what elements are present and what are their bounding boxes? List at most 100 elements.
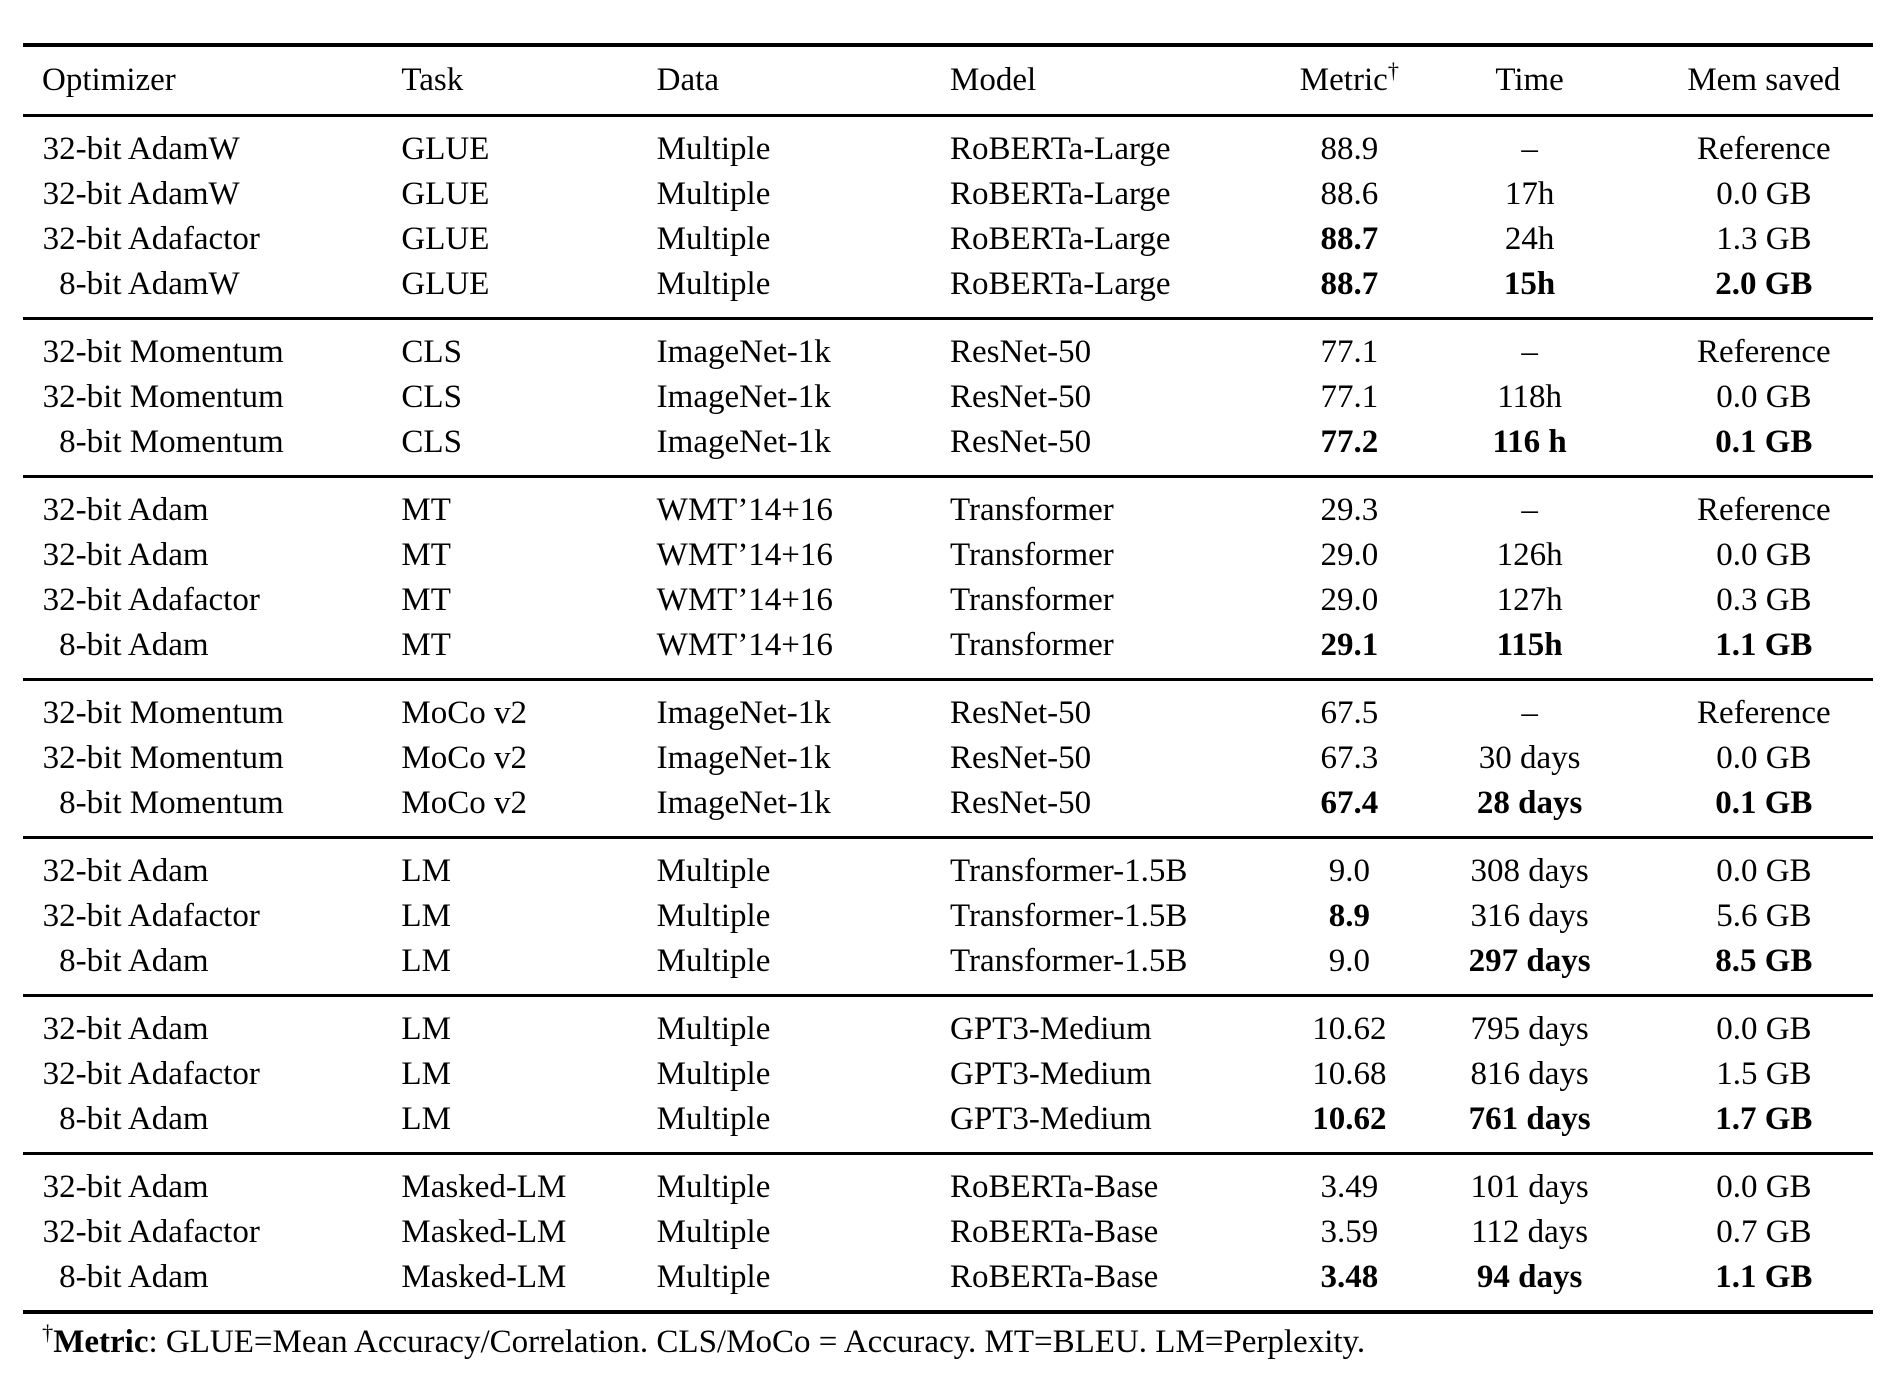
optimizer-bits: 8 — [59, 1259, 76, 1295]
cell-mem: 1.1 GB — [1715, 1259, 1813, 1295]
cell-metric: 9.0 — [1328, 943, 1371, 979]
table-header: Optimizer Task Data Model Metric† Time Mem sav… — [23, 45, 1873, 117]
cell-model: GPT3-Medium — [949, 1011, 1152, 1047]
cell-model: GPT3-Medium — [949, 1056, 1152, 1092]
cell-model: RoBERTa-Large — [949, 176, 1171, 212]
cell-mem: 0.7 GB — [1716, 1214, 1812, 1250]
cell-task: LM — [401, 1011, 451, 1047]
optimizer-bits: 32 — [42, 492, 76, 528]
cell-time: 116 h — [1492, 424, 1567, 460]
cell-task: Masked-LM — [401, 1214, 567, 1250]
cell-task: CLS — [401, 334, 462, 370]
table-row: 32-bit AdamW GLUE Multiple RoBERTa-Large 88.… — [23, 116, 1873, 173]
column-header-model: Model — [949, 45, 1295, 117]
optimizer-bits: 32 — [42, 176, 76, 212]
optimizer-bits: 32 — [42, 537, 76, 573]
table-row: 32-bit Adafactor GLUE Multiple RoBERTa-Larg… — [23, 217, 1873, 262]
cell-data: Multiple — [656, 1056, 771, 1092]
cell-optimizer: 8-bit Adam — [23, 939, 401, 996]
cell-mem: 0.0 GB — [1716, 379, 1812, 415]
cell-data: ImageNet-1k — [656, 740, 831, 776]
table-row: 8-bit Adam LM Multiple Transformer-1.5B 9.0 2… — [23, 939, 1873, 996]
table-row: 32-bit Momentum MoCo v2 ImageNet-1k ResNet-… — [23, 736, 1873, 781]
cell-metric: 88.9 — [1320, 131, 1379, 167]
cell-optimizer: 8-bit AdamW — [23, 262, 401, 319]
cell-mem: 0.3 GB — [1716, 582, 1812, 618]
cell-metric: 29.1 — [1320, 627, 1379, 663]
table-row: 32-bit Adam LM Multiple Transformer-1.5B 9.0… — [23, 838, 1873, 895]
cell-task: LM — [401, 1101, 451, 1137]
table-row: 8-bit Momentum CLS ImageNet-1k ResNet-50 77.… — [23, 420, 1873, 477]
optimizer-bits: 32 — [42, 582, 76, 618]
table-row: 32-bit Adam MT WMT’14+16 Transformer 29.3 – Re… — [23, 477, 1873, 534]
column-header-task: Task — [401, 45, 657, 117]
table-row: 8-bit Adam Masked-LM Multiple RoBERTa-Base 3… — [23, 1255, 1873, 1312]
cell-mem: 1.5 GB — [1716, 1056, 1812, 1092]
cell-time: – — [1521, 131, 1538, 167]
cell-data: Multiple — [656, 131, 771, 167]
cell-mem: 0.0 GB — [1716, 1169, 1812, 1205]
cell-time: 112 days — [1471, 1214, 1589, 1250]
table-row: 32-bit AdamW GLUE Multiple RoBERTa-Large 88.… — [23, 172, 1873, 217]
row-group-2: 32-bit Momentum CLS ImageNet-1k ResNet-50 77… — [23, 318, 1873, 477]
header-row: Optimizer Task Data Model Metric† Time Mem sav… — [23, 45, 1873, 117]
cell-optimizer: 32-bit AdamW — [42, 131, 240, 167]
cell-optimizer: 32-bit Adam — [42, 537, 209, 573]
dagger-mark: † — [42, 1320, 54, 1345]
cell-mem: 5.6 GB — [1716, 898, 1812, 934]
cell-metric: 88.7 — [1320, 221, 1379, 257]
table-row: 32-bit Momentum MoCo v2 ImageNet-1k ResNet-… — [23, 680, 1873, 737]
table-row: 32-bit Momentum CLS ImageNet-1k ResNet-50 77… — [23, 375, 1873, 420]
cell-data: Multiple — [656, 853, 771, 889]
cell-task: GLUE — [401, 176, 490, 212]
cell-task: LM — [401, 1056, 451, 1092]
cell-metric: 67.5 — [1320, 695, 1379, 731]
column-header-optimizer: Optimizer — [23, 45, 402, 117]
table-row: 8-bit Adam LM Multiple GPT3-Medium 10.62 761 … — [23, 1097, 1873, 1154]
cell-time: 118h — [1497, 379, 1562, 415]
cell-time: 101 days — [1470, 1169, 1589, 1205]
optimizer-bits: 32 — [42, 898, 76, 934]
row-group-3: 32-bit Adam MT WMT’14+16 Transformer 29.3 – Re… — [23, 476, 1873, 680]
cell-optimizer: 32-bit Momentum — [42, 379, 284, 415]
cell-mem: 0.1 GB — [1715, 785, 1813, 821]
cell-model: ResNet-50 — [949, 424, 1092, 460]
cell-time: 24h — [1504, 221, 1555, 257]
table-row: 32-bit Momentum CLS ImageNet-1k ResNet-50 77… — [23, 319, 1873, 376]
cell-time: 30 days — [1478, 740, 1581, 776]
cell-task: MoCo v2 — [401, 695, 528, 731]
cell-mem: 0.0 GB — [1716, 1011, 1812, 1047]
cell-metric: 77.1 — [1320, 379, 1379, 415]
optimizer-bits: 32 — [42, 1011, 76, 1047]
cell-model: RoBERTa-Base — [949, 1169, 1159, 1205]
cell-task: LM — [401, 898, 451, 934]
cell-mem: Reference — [1696, 334, 1831, 370]
cell-data: WMT’14+16 — [656, 627, 833, 663]
optimizer-bits: 8 — [59, 943, 76, 979]
cell-mem: 8.5 GB — [1715, 943, 1813, 979]
cell-time: 28 days — [1476, 785, 1583, 821]
cell-metric: 3.48 — [1320, 1259, 1379, 1295]
optimizer-bits: 32 — [42, 695, 76, 731]
cell-time: 115h — [1496, 627, 1563, 663]
column-header-data: Data — [656, 45, 950, 117]
cell-model: RoBERTa-Large — [949, 131, 1171, 167]
cell-time: – — [1521, 492, 1538, 528]
cell-optimizer: 32-bit Adafactor — [42, 221, 260, 257]
cell-task: CLS — [401, 379, 462, 415]
table-footnote: †Metric: GLUE=Mean Accuracy/Correlation.… — [42, 1321, 1898, 1361]
row-group-5: 32-bit Adam LM Multiple Transformer-1.5B 9.0… — [23, 837, 1873, 996]
footnote-text: : GLUE=Mean Accuracy/Correlation. CLS/Mo… — [148, 1324, 1366, 1360]
cell-model: Transformer — [949, 537, 1114, 573]
cell-optimizer: 8-bit Adam — [23, 1097, 401, 1154]
cell-task: MT — [401, 492, 451, 528]
cell-task: MoCo v2 — [401, 785, 528, 821]
cell-data: Multiple — [656, 1259, 771, 1295]
cell-mem: 0.0 GB — [1716, 740, 1812, 776]
cell-optimizer: 8-bit Momentum — [23, 420, 401, 477]
optimizer-bits: 32 — [42, 853, 76, 889]
cell-metric: 10.62 — [1312, 1011, 1387, 1047]
cell-metric: 3.49 — [1320, 1169, 1379, 1205]
cell-optimizer: 32-bit Adam — [42, 1011, 209, 1047]
